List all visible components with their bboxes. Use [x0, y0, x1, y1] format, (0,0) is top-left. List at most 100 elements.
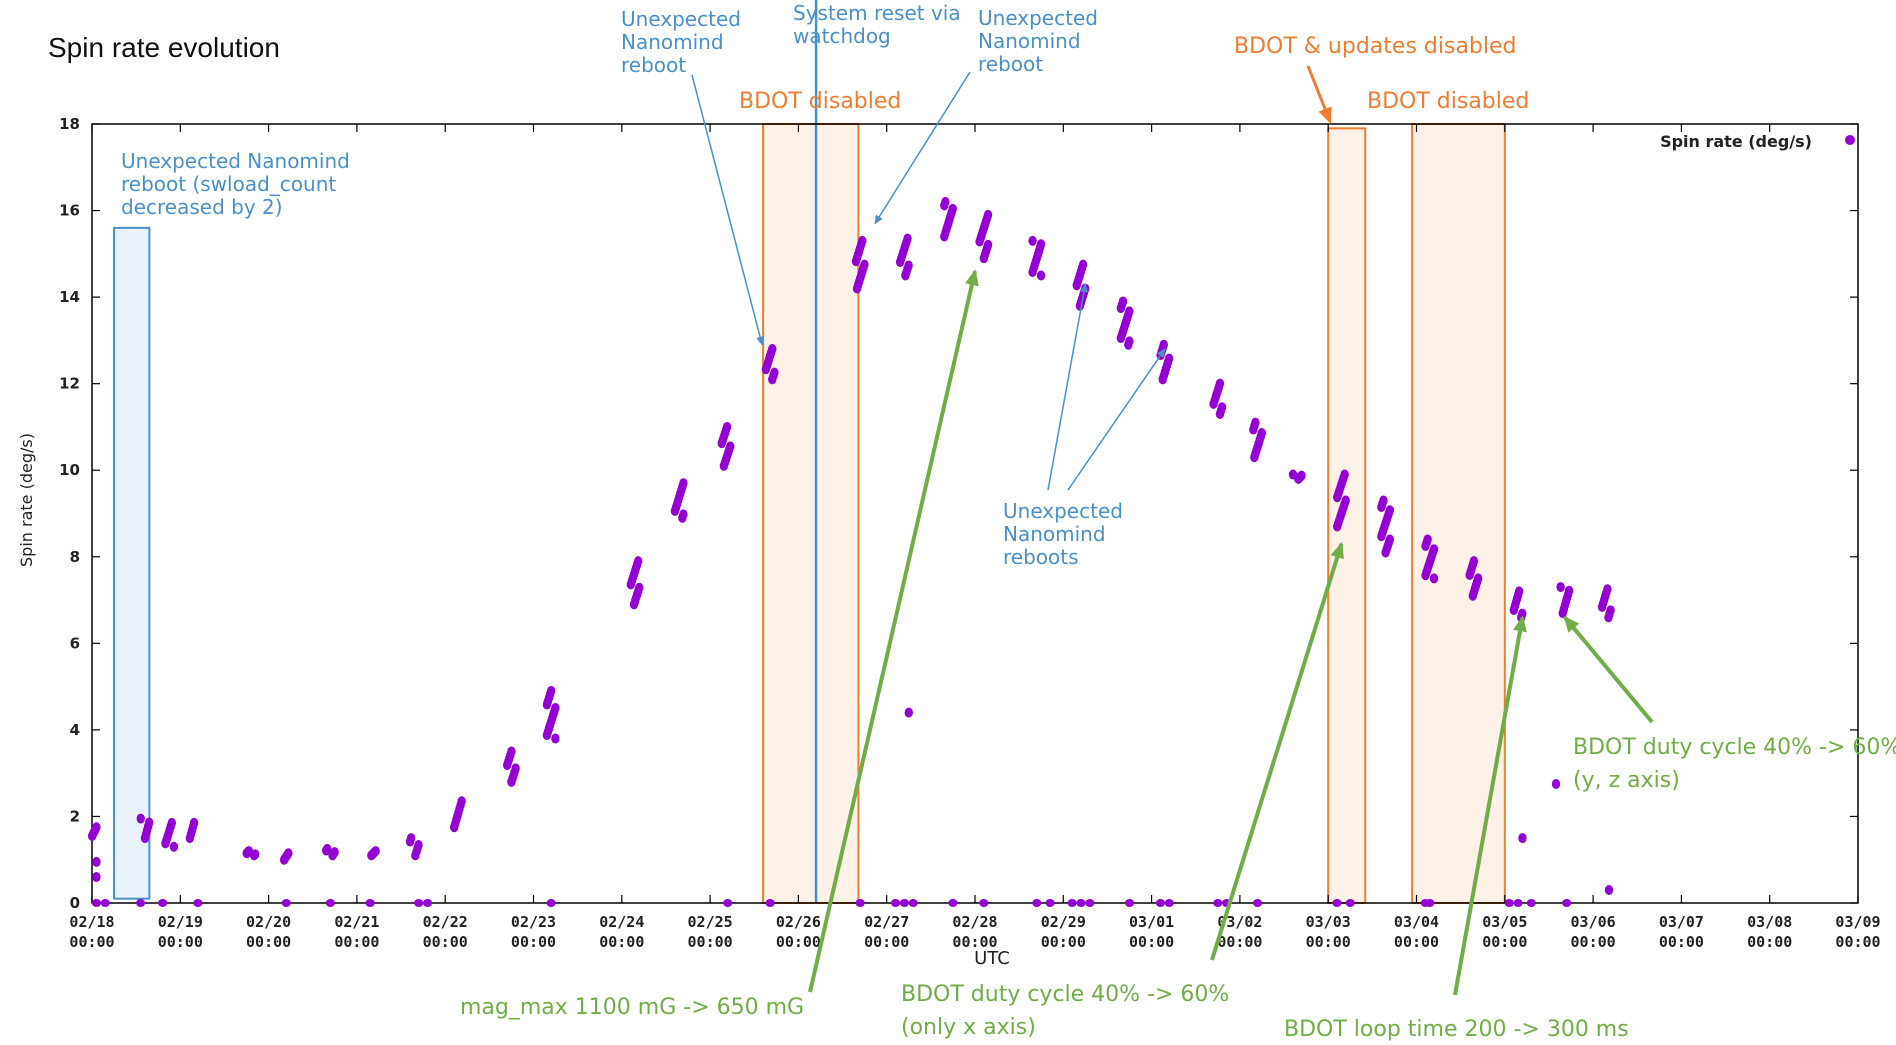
data-point [1257, 428, 1266, 439]
annotation-loop-time: BDOT loop time 200 -> 300 ms [1284, 1017, 1629, 1042]
annotation-duty-yz: BDOT duty cycle 40% -> 60% (y, z axis) [1573, 735, 1896, 793]
data-point [1028, 235, 1037, 246]
data-point [1603, 584, 1612, 595]
x-tick-date: 03/08 [1747, 913, 1792, 931]
x-tick-time: 00:00 [1482, 933, 1527, 951]
data-point-zero [100, 899, 110, 907]
x-tick-time: 00:00 [69, 933, 114, 951]
annotation-reboots: Unexpected Nanomind reboots [1003, 499, 1129, 569]
annotation-duty-x: BDOT duty cycle 40% -> 60% (only x axis) [901, 982, 1236, 1040]
annotation-bdot-updates-disabled: BDOT & updates disabled [1234, 34, 1517, 59]
data-point [768, 344, 777, 355]
x-tick-date: 02/27 [864, 913, 909, 931]
data-point [414, 840, 423, 851]
data-point [1118, 296, 1128, 307]
data-point [860, 259, 869, 270]
data-point [371, 846, 380, 857]
x-axis-title: UTC [974, 948, 1010, 969]
y-tick-label: 16 [59, 202, 80, 220]
page-title: Spin rate evolution [48, 32, 280, 63]
data-point-zero [1513, 899, 1523, 907]
region-disabled-3 [1411, 123, 1506, 904]
legend-marker [1845, 135, 1855, 145]
data-point [167, 817, 177, 828]
annotation-arrow-blue [874, 71, 971, 225]
x-tick-date: 02/23 [511, 913, 556, 931]
data-point-zero [723, 899, 733, 907]
x-tick-time: 00:00 [158, 933, 203, 951]
data-point-zero [1253, 899, 1263, 907]
x-tick-time: 00:00 [776, 933, 821, 951]
x-tick-time: 00:00 [952, 933, 997, 951]
data-point [722, 421, 732, 432]
data-point-outlier [92, 856, 101, 867]
data-point [511, 763, 520, 774]
data-point [903, 233, 912, 244]
data-point [983, 239, 993, 250]
x-tick-date: 02/22 [423, 913, 468, 931]
data-point [406, 833, 416, 844]
data-point [1036, 270, 1046, 281]
data-point [1514, 586, 1524, 597]
x-tick-date: 02/26 [776, 913, 821, 931]
data-point [551, 702, 560, 713]
data-point [1159, 339, 1168, 350]
x-tick-date: 02/29 [1041, 913, 1086, 931]
data-point-zero [136, 899, 146, 907]
annotation-arrow-green [1210, 541, 1344, 961]
x-tick-date: 03/03 [1306, 913, 1351, 931]
data-point-zero [1526, 899, 1536, 907]
annotation-arrow-orange [1306, 65, 1332, 124]
data-point [1606, 605, 1615, 616]
data-point [330, 847, 339, 858]
legend-label: Spin rate (deg/s) [1660, 132, 1812, 151]
data-point [1297, 470, 1306, 481]
data-point-outlier [904, 707, 913, 718]
data-point [1078, 259, 1088, 270]
data-point-zero [1155, 899, 1165, 907]
data-point [1288, 469, 1298, 480]
x-tick-date: 02/19 [158, 913, 203, 931]
x-tick-date: 03/02 [1217, 913, 1262, 931]
data-point [1429, 544, 1439, 555]
data-point [679, 478, 688, 489]
annotation-watchdog: System reset via watchdog [793, 1, 967, 48]
x-tick-time: 00:00 [1041, 933, 1086, 951]
data-point [1469, 556, 1479, 567]
x-tick-time: 00:00 [1571, 933, 1616, 951]
x-tick-time: 00:00 [334, 933, 379, 951]
data-point-outlier [1551, 778, 1561, 789]
data-point-zero [1562, 899, 1572, 907]
data-point [250, 849, 260, 860]
data-point [635, 582, 644, 593]
data-point-zero [365, 899, 375, 907]
x-tick-time: 00:00 [1747, 933, 1792, 951]
data-point-zero [193, 899, 203, 907]
data-point [1251, 417, 1260, 428]
data-point [1473, 573, 1483, 584]
data-point [457, 796, 466, 807]
x-tick-date: 02/21 [334, 913, 379, 931]
x-tick-time: 00:00 [246, 933, 291, 951]
data-point [1423, 534, 1432, 545]
x-tick-time: 00:00 [1129, 933, 1174, 951]
y-tick-label: 2 [70, 807, 80, 825]
data-point [1340, 469, 1349, 480]
annotation-arrow-green [808, 269, 979, 993]
x-tick-time: 00:00 [1835, 933, 1880, 951]
data-point [1564, 585, 1574, 596]
y-tick-label: 10 [59, 461, 80, 479]
data-point-zero [546, 899, 556, 907]
data-point-zero [765, 899, 775, 907]
data-point-zero [281, 899, 291, 907]
data-point-zero [1076, 899, 1086, 907]
data-point [189, 817, 199, 828]
data-point-zero [414, 899, 424, 907]
data-point [1217, 402, 1227, 413]
annotation-arrow-green [1453, 615, 1527, 996]
data-point-zero [1213, 899, 1223, 907]
data-point [323, 843, 332, 854]
data-point-zero [891, 899, 901, 907]
x-tick-time: 00:00 [1394, 933, 1439, 951]
x-tick-date: 03/01 [1129, 913, 1174, 931]
